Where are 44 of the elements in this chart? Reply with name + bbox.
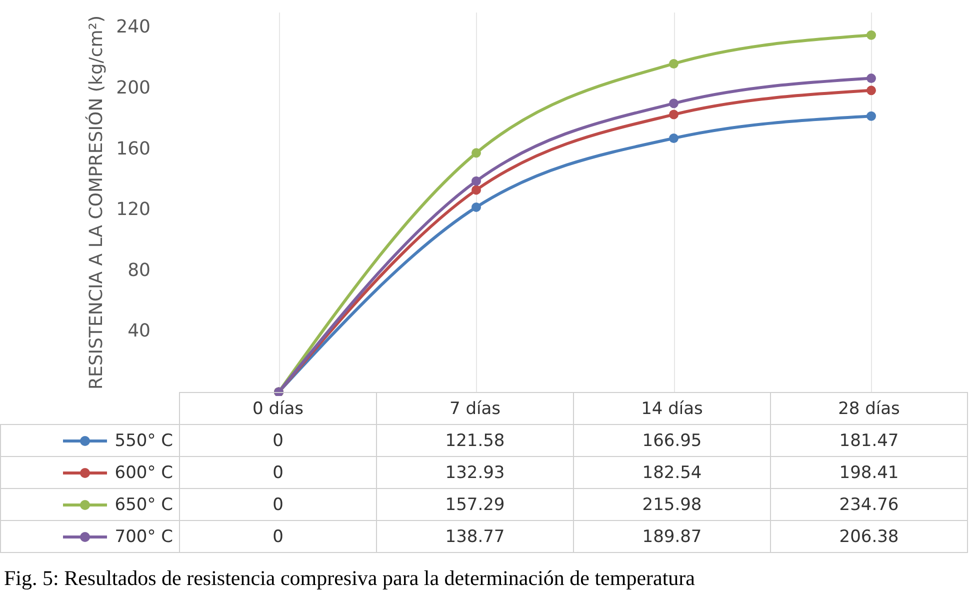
data-label: 138.77 xyxy=(376,520,574,552)
data-label: 166.95 xyxy=(574,424,770,456)
y-tick-label: 240 xyxy=(116,16,150,38)
caption: Fig. 5: Resultados de resistencia compresiva para la determinación de temperatura xyxy=(4,566,696,591)
data-label: 0 xyxy=(180,520,376,552)
point xyxy=(472,185,481,195)
point xyxy=(866,111,876,121)
point xyxy=(669,98,678,108)
point xyxy=(472,148,481,158)
point xyxy=(472,202,481,212)
data-label: 206.38 xyxy=(770,520,968,552)
y-axis-title: RESISTENCIA A LA COMPRESIÓN (kg/cm²) xyxy=(85,16,108,390)
point xyxy=(472,176,481,186)
data-label: 234.76 xyxy=(770,488,968,520)
data-label: 182.54 xyxy=(574,456,770,488)
data-label: 0 xyxy=(180,456,376,488)
data-label: 181.47 xyxy=(770,424,968,456)
legend-label: 550° C xyxy=(0,424,180,456)
y-tick-label: 80 xyxy=(128,260,150,281)
data-label: 0 xyxy=(180,488,376,520)
point xyxy=(866,74,876,84)
y-tick-label: 120 xyxy=(116,199,150,220)
data-label: 198.41 xyxy=(770,456,968,488)
data-label: 157.29 xyxy=(376,488,574,520)
point xyxy=(866,86,876,96)
y-tick-label: 40 xyxy=(128,320,150,342)
legend-label: 650° C xyxy=(0,488,180,520)
data-label: 215.98 xyxy=(574,488,770,520)
data-label: 189.87 xyxy=(574,520,770,552)
point xyxy=(669,110,678,120)
data-label: 0 xyxy=(180,424,376,456)
y-tick-label: 160 xyxy=(116,138,150,160)
legend-label: 600° C xyxy=(0,456,180,488)
x-tick-label: 28 días xyxy=(770,392,968,424)
x-tick-label: 7 días xyxy=(376,392,574,424)
x-tick-label: 14 días xyxy=(574,392,770,424)
point xyxy=(669,134,678,143)
data-label: 121.58 xyxy=(376,424,574,456)
point xyxy=(866,30,876,40)
point xyxy=(669,58,678,68)
x-tick-label: 0 días xyxy=(180,392,376,424)
y-tick-label: 200 xyxy=(116,78,150,98)
data-label: 132.93 xyxy=(376,456,574,488)
legend-label: 700° C xyxy=(0,520,180,552)
